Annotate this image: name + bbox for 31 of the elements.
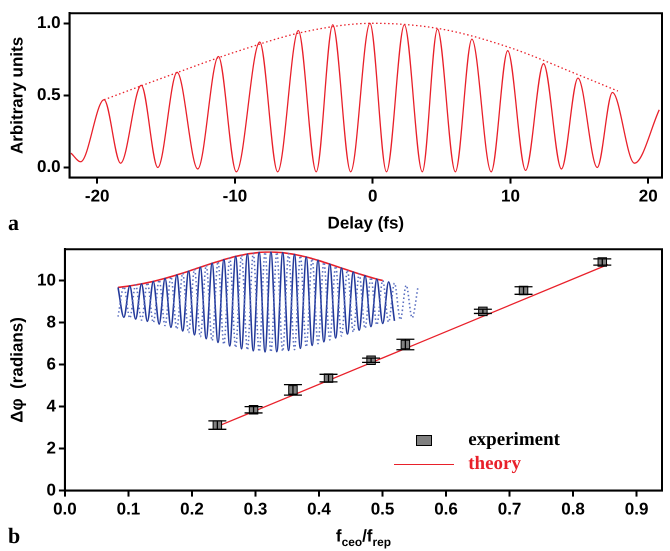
y-tick-label: 10 <box>36 270 56 290</box>
x-tick-label: 0.1 <box>116 499 140 518</box>
y-tick-label: 8 <box>46 312 56 332</box>
x-axis-title: Delay (fs) <box>328 214 404 233</box>
y-tick-label: 4 <box>46 396 56 416</box>
x-tick-label: 0.5 <box>370 499 394 518</box>
text: b <box>8 523 20 549</box>
x-tick-label: -20 <box>84 186 110 206</box>
x-tick-label: -10 <box>222 186 248 206</box>
x-tick-label: 0 <box>368 186 378 206</box>
x-tick-label: 0.8 <box>561 499 585 518</box>
y-tick-label: 0.5 <box>36 85 61 104</box>
text: a <box>8 210 19 236</box>
y-axis-title: Δφ (radians) <box>8 317 27 423</box>
x-tick-label: 10 <box>501 186 520 206</box>
x-tick-label: 0.2 <box>180 499 204 518</box>
x-tick-label: 0.7 <box>498 499 522 518</box>
y-tick-label: 6 <box>46 354 56 374</box>
y-axis-title: Arbitrary units <box>8 36 27 154</box>
legend-label: theory <box>468 453 521 475</box>
x-tick-label: 0.4 <box>307 499 332 518</box>
x-tick-label: 0.3 <box>244 499 268 518</box>
y-tick-label: 0.0 <box>36 157 61 176</box>
line-series <box>70 22 660 172</box>
y-tick-label: 0 <box>46 480 56 500</box>
x-tick-label: 0.9 <box>624 499 648 518</box>
x-tick-label: 20 <box>638 186 658 206</box>
x-tick-label: 0.6 <box>434 499 458 518</box>
legend-label: experiment <box>468 429 560 451</box>
y-tick-label: 2 <box>46 438 56 458</box>
y-tick-label: 1.0 <box>36 12 61 32</box>
